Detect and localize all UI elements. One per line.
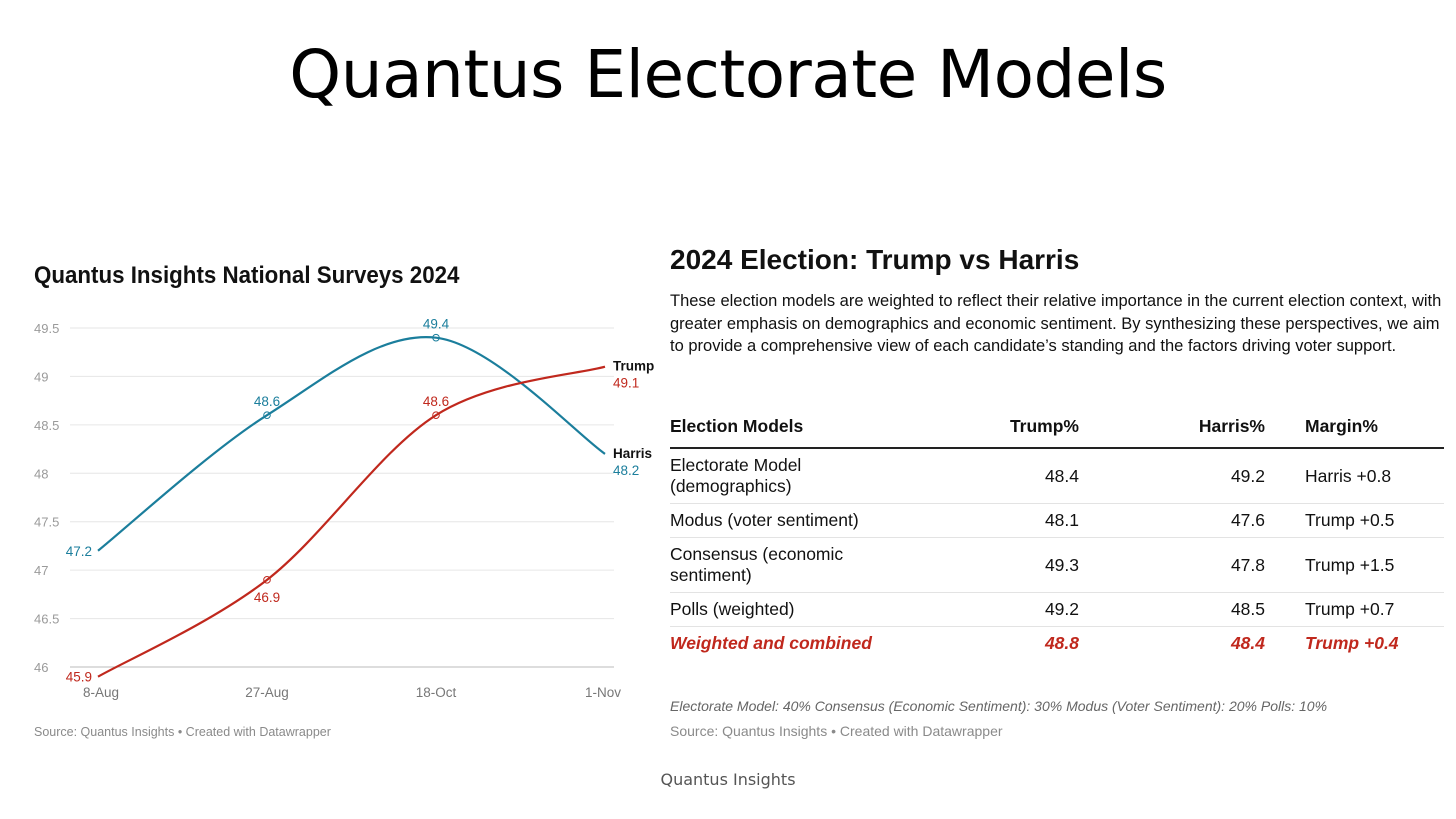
election-table-block: 2024 Election: Trump vs Harris These ele… [670, 240, 1446, 750]
page-footer: Quantus Insights [660, 770, 796, 789]
header-trump: Trump% [892, 410, 1079, 449]
header-model: Election Models [670, 410, 892, 449]
cell-model: Polls (weighted) [670, 592, 892, 627]
cell-model: Consensus (economic sentiment) [670, 537, 892, 593]
harris-data-label: 47.2 [66, 544, 92, 559]
header-margin: Margin% [1265, 410, 1444, 449]
page-title: Quantus Electorate Models [289, 36, 1167, 113]
y-tick-label: 48.5 [34, 418, 59, 433]
cell-model: Weighted and combined [670, 633, 872, 653]
table-title: 2024 Election: Trump vs Harris [670, 244, 1080, 275]
table-row: Polls (weighted) 49.2 48.5 Trump +0.7 [670, 592, 1444, 627]
table-row-combined: Weighted and combined 48.8 48.4 Trump +0… [670, 627, 1444, 661]
cell-model: Electorate Model (demographics) [670, 448, 892, 504]
cell-margin: Trump +0.4 [1305, 633, 1399, 653]
cell-harris: 48.5 [1079, 592, 1265, 627]
harris-data-label: 48.2 [613, 463, 639, 478]
table-source: Source: Quantus Insights • Created with … [670, 723, 1003, 739]
harris-data-label: 48.6 [254, 394, 280, 409]
x-tick-label: 27-Aug [245, 685, 289, 700]
trump-data-label: 49.1 [613, 376, 639, 391]
x-tick-label: 1-Nov [585, 685, 621, 700]
y-tick-label: 47 [34, 563, 48, 578]
cell-margin: Trump +1.5 [1265, 537, 1444, 593]
x-tick-label: 8-Aug [83, 685, 119, 700]
header-harris: Harris% [1079, 410, 1265, 449]
trump-data-label: 45.9 [66, 670, 92, 685]
election-models-table: Election Models Trump% Harris% Margin% E… [670, 410, 1444, 660]
cell-harris: 47.8 [1079, 537, 1265, 593]
harris-series-name: Harris [613, 446, 652, 461]
chart-source: Source: Quantus Insights • Created with … [34, 725, 331, 739]
table-weight-note: Electorate Model: 40% Consensus (Economi… [670, 698, 1328, 714]
y-tick-label: 48 [34, 466, 48, 481]
cell-margin: Harris +0.8 [1265, 448, 1444, 504]
trump-series-line [97, 365, 606, 678]
x-tick-label: 18-Oct [416, 685, 457, 700]
chart-svg: 46 46.5 47 47.5 48 48.5 49 49.5 8-Aug 27-Aug 18-Oc… [34, 317, 654, 700]
y-tick-label: 49.5 [34, 321, 59, 336]
harris-point [263, 411, 271, 419]
y-tick-label: 46 [34, 660, 48, 675]
cell-trump: 49.2 [892, 592, 1079, 627]
table-row: Consensus (economic sentiment) 49.3 47.8… [670, 537, 1444, 593]
cell-model: Modus (voter sentiment) [670, 503, 892, 538]
table-row: Electorate Model (demographics) 48.4 49.… [670, 448, 1444, 504]
table-header-row: Election Models Trump% Harris% Margin% [670, 410, 1444, 449]
cell-trump: 48.1 [892, 503, 1079, 538]
harris-point [432, 333, 440, 342]
trump-data-label: 48.6 [423, 394, 449, 409]
chart-title: Quantus Insights National Surveys 2024 [34, 262, 460, 289]
trump-point [432, 411, 440, 419]
y-tick-label: 49 [34, 369, 48, 384]
line-chart: 46 46.5 47 47.5 48 48.5 49 49.5 8-Aug 27-Aug 18-Oc… [34, 262, 664, 752]
cell-margin: Trump +0.7 [1265, 592, 1444, 627]
cell-trump: 48.8 [1044, 633, 1079, 653]
cell-harris: 48.4 [1230, 633, 1265, 653]
cell-trump: 49.3 [892, 537, 1079, 593]
cell-harris: 49.2 [1079, 448, 1265, 504]
trump-point [263, 576, 271, 584]
y-tick-label: 46.5 [34, 612, 59, 627]
cell-margin: Trump +0.5 [1265, 503, 1444, 538]
y-tick-label: 47.5 [34, 515, 59, 530]
cell-trump: 48.4 [892, 448, 1079, 504]
table-row: Modus (voter sentiment) 48.1 47.6 Trump … [670, 503, 1444, 538]
harris-series-line [97, 336, 606, 552]
harris-data-label: 49.4 [423, 317, 450, 332]
table-description: These election models are weighted to re… [670, 292, 1442, 355]
trump-data-label: 46.9 [254, 590, 280, 605]
trump-series-name: Trump [613, 359, 654, 374]
cell-harris: 47.6 [1079, 503, 1265, 538]
